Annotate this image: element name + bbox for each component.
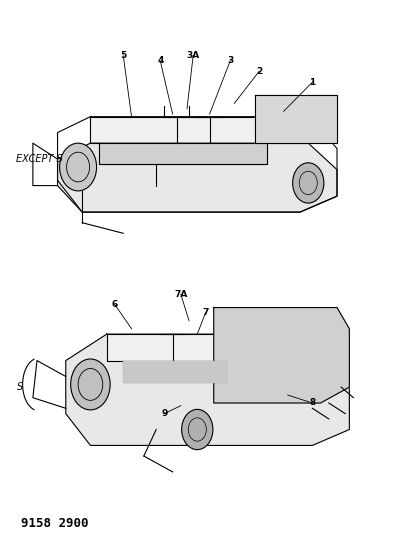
Text: S: S: [16, 382, 23, 392]
Polygon shape: [66, 334, 349, 446]
Polygon shape: [107, 334, 321, 361]
Text: 7A: 7A: [174, 290, 187, 299]
Text: EXCEPT S: EXCEPT S: [16, 154, 63, 164]
Text: 1: 1: [309, 78, 316, 87]
Text: 3A: 3A: [187, 51, 200, 60]
Text: 9158 2900: 9158 2900: [21, 517, 88, 530]
Polygon shape: [90, 117, 308, 143]
Polygon shape: [99, 143, 267, 164]
Text: 7: 7: [202, 309, 209, 317]
Circle shape: [60, 143, 97, 191]
Polygon shape: [58, 143, 337, 212]
Polygon shape: [214, 308, 349, 403]
Polygon shape: [123, 361, 226, 382]
Text: 3: 3: [227, 56, 233, 66]
Text: 4: 4: [157, 56, 164, 66]
Circle shape: [71, 359, 110, 410]
Circle shape: [293, 163, 324, 203]
Circle shape: [182, 409, 213, 450]
Text: 9: 9: [161, 409, 168, 418]
Text: 8: 8: [309, 399, 316, 408]
Text: 2: 2: [256, 67, 262, 76]
Text: 5: 5: [120, 51, 127, 60]
Text: 6: 6: [112, 301, 118, 309]
Polygon shape: [255, 95, 337, 143]
